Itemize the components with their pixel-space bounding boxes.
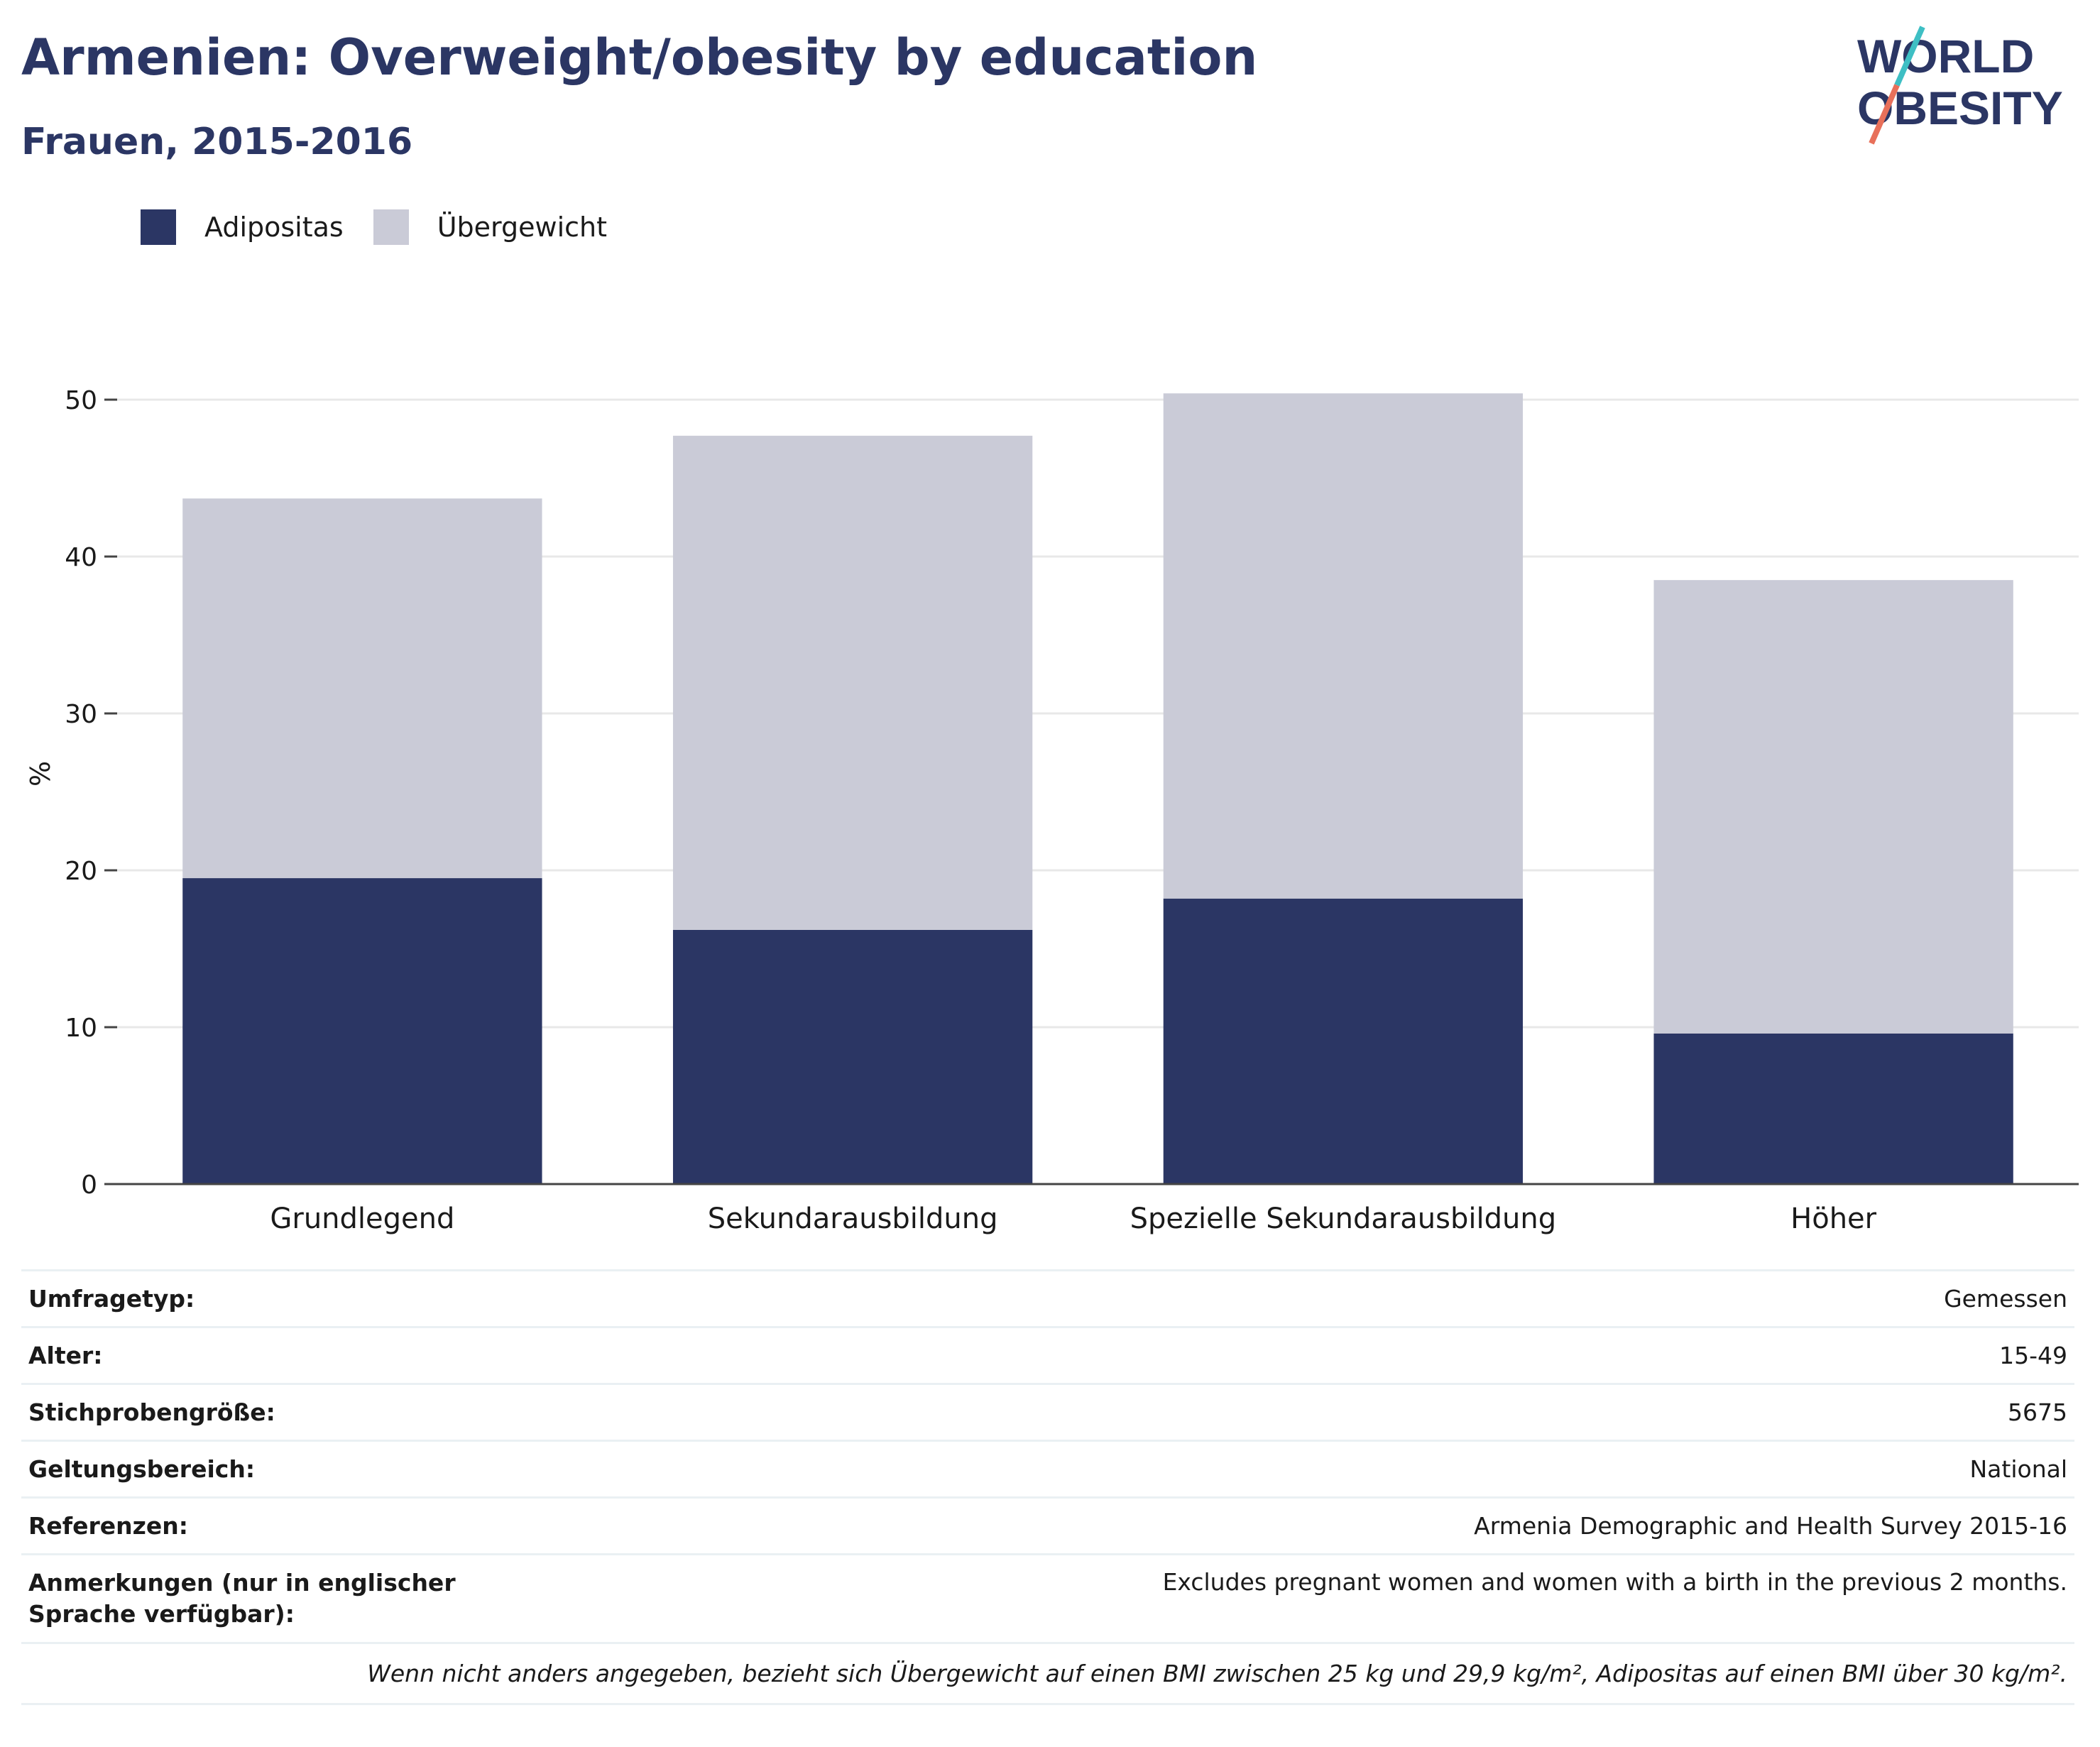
meta-row-references: Referenzen: Armenia Demographic and Heal…	[21, 1496, 2074, 1553]
legend-item-obesity: Adipositas	[141, 209, 344, 245]
legend-item-overweight: Übergewicht	[373, 209, 607, 245]
meta-key: Geltungsbereich:	[28, 1455, 256, 1483]
bar-obesity	[1163, 898, 1524, 1184]
bar-overweight	[1163, 393, 1524, 899]
x-tick-label: Höher	[1790, 1203, 1877, 1235]
bar-overweight	[1653, 580, 2013, 1034]
logo-line1: WORLD	[1857, 30, 2034, 82]
legend-swatch-overweight	[373, 209, 409, 245]
chart-subtitle: Frauen, 2015-2016	[21, 121, 413, 163]
logo-slash-teal	[1894, 26, 1925, 87]
logo-slash-coral	[1869, 84, 1900, 145]
metadata-table: Umfragetyp: Gemessen Alter: 15-49 Stichp…	[21, 1269, 2074, 1705]
bar-obesity	[672, 929, 1033, 1184]
meta-value: Gemessen	[1944, 1285, 2067, 1313]
meta-value: 15-49	[1999, 1342, 2067, 1369]
y-tick-label: 10	[65, 1014, 97, 1043]
legend-swatch-obesity	[141, 209, 176, 245]
y-tick-label: 0	[81, 1171, 97, 1200]
y-tick-label: 50	[65, 386, 97, 415]
legend-label-obesity: Adipositas	[204, 212, 344, 243]
meta-value: National	[1969, 1455, 2067, 1483]
y-tick-label: 30	[65, 700, 97, 729]
meta-value: 5675	[2008, 1398, 2067, 1426]
x-tick-label: Grundlegend	[270, 1203, 454, 1235]
meta-value: Excludes pregnant women and women with a…	[1162, 1568, 2067, 1596]
bar-obesity	[182, 878, 542, 1184]
y-tick-label: 20	[65, 857, 97, 886]
meta-value: Armenia Demographic and Health Survey 20…	[1474, 1512, 2067, 1540]
y-tick-label: 40	[65, 543, 97, 572]
bar-overweight	[182, 498, 542, 879]
x-tick-label: Sekundarausbildung	[708, 1203, 998, 1235]
meta-row-survey-type: Umfragetyp: Gemessen	[21, 1269, 2074, 1326]
meta-key: Alter:	[28, 1342, 103, 1369]
bar-obesity	[1653, 1033, 2013, 1184]
meta-row-sample-size: Stichprobengröße: 5675	[21, 1383, 2074, 1440]
logo-line2: OBESITY	[1857, 82, 2063, 134]
x-tick-label: Spezielle Sekundarausbildung	[1130, 1203, 1556, 1235]
meta-key: Umfragetyp:	[28, 1285, 195, 1313]
meta-key: Stichprobengröße:	[28, 1398, 275, 1426]
bar-overweight	[672, 435, 1033, 930]
y-axis-label: %	[25, 761, 56, 787]
footnote: Wenn nicht anders angegeben, bezieht sic…	[21, 1642, 2074, 1705]
chart-title: Armenien: Overweight/obesity by educatio…	[21, 28, 1258, 87]
meta-row-notes: Anmerkungen (nur in englischer Sprache v…	[21, 1553, 2074, 1642]
meta-row-coverage: Geltungsbereich: National	[21, 1440, 2074, 1496]
legend-label-overweight: Übergewicht	[437, 212, 607, 243]
meta-key: Anmerkungen (nur in englischer Sprache v…	[28, 1569, 456, 1628]
chart-legend: Adipositas Übergewicht	[141, 209, 637, 245]
world-obesity-logo: WORLD OBESITY	[1857, 26, 2063, 145]
bar-chart: 0 10 20 30 40 50% Grundlegend Sekundarausbildun…	[25, 386, 2079, 1235]
meta-key: Referenzen:	[28, 1512, 188, 1540]
meta-row-age: Alter: 15-49	[21, 1326, 2074, 1383]
